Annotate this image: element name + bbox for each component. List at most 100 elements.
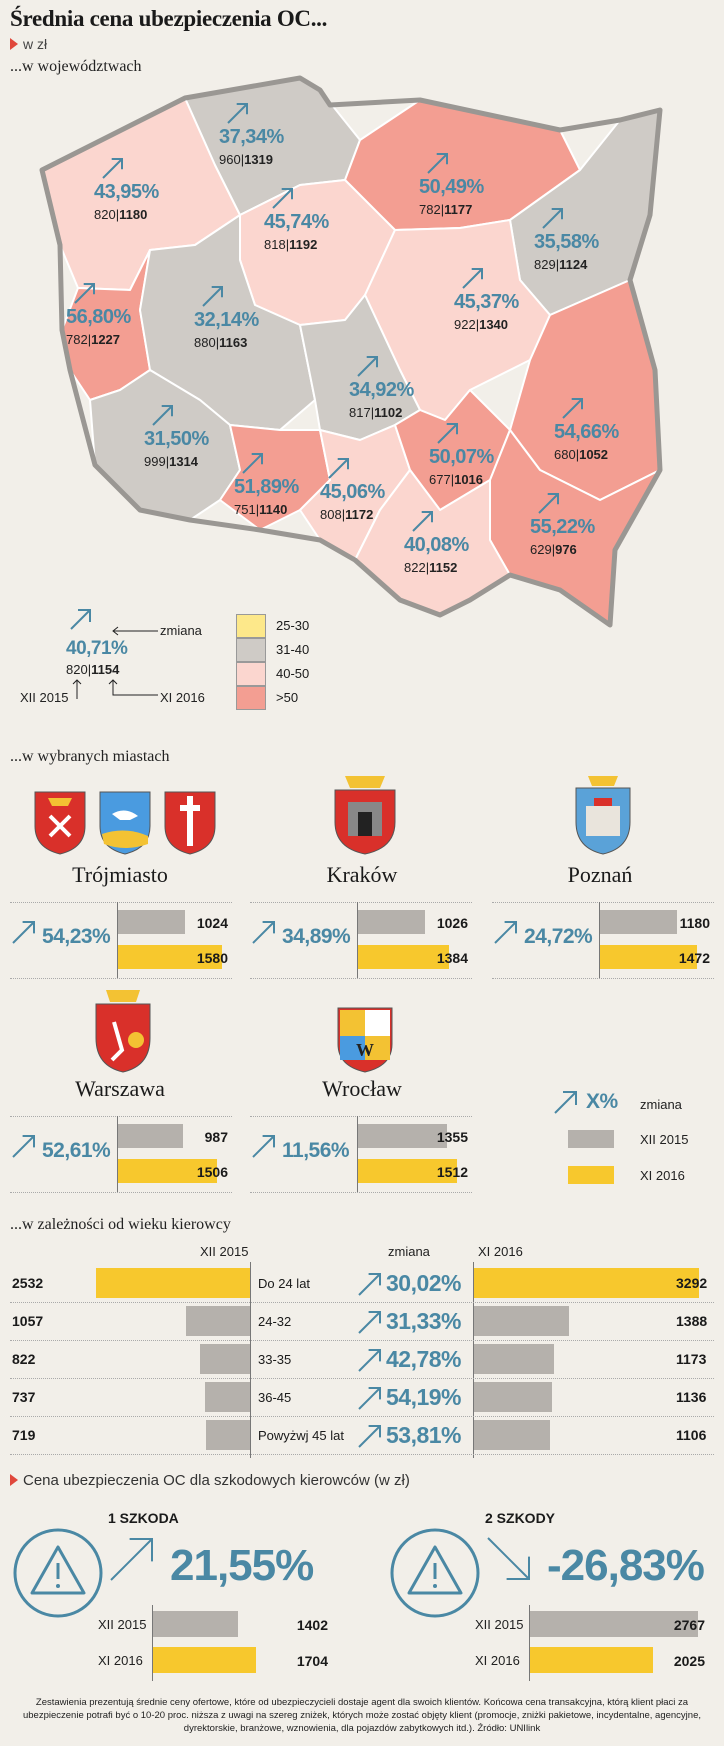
- age-axis-left: [250, 1262, 251, 1458]
- city-divider: [10, 1116, 232, 1117]
- region-v2016: 976: [555, 542, 577, 557]
- claims-bar: [530, 1647, 653, 1673]
- region-values: 829|1124: [534, 257, 588, 272]
- region-arrow-icon: [410, 508, 436, 539]
- triangle-marker-icon: [10, 38, 18, 50]
- legend-label-25-30: 25-30: [276, 618, 310, 633]
- claims-row-value: 1402: [296, 1617, 328, 1633]
- region-arrow-icon: [72, 280, 98, 311]
- region-v2016: 1163: [219, 335, 248, 350]
- claims-row-value: 1704: [296, 1653, 328, 1669]
- legend-yellow-swatch: [568, 1166, 614, 1184]
- region-v2016: 1180: [119, 207, 148, 222]
- age-bar-2015: [205, 1382, 250, 1412]
- region-v2016: 1140: [259, 502, 288, 517]
- age-header-left: XII 2015: [200, 1244, 249, 1259]
- region-v2015: 817: [349, 405, 371, 420]
- claims-row-label: XI 2016: [475, 1653, 520, 1668]
- region-arrow-icon: [100, 155, 126, 186]
- region-arrow-icon: [270, 185, 296, 216]
- wroclaw-coats-of-arms: W: [337, 1007, 393, 1073]
- age-arrow-icon: [356, 1308, 384, 1341]
- city-name: Poznań: [567, 862, 633, 887]
- city-bar-2015: [358, 910, 425, 934]
- city-pct: 52,61%: [42, 1139, 111, 1162]
- claims-pct: -26,83%: [547, 1541, 705, 1590]
- region-values: 629|976: [530, 542, 577, 557]
- region-values: 808|1172: [320, 507, 374, 522]
- region-pct: 56,80%: [66, 306, 131, 328]
- region-v2016: 1152: [429, 560, 458, 575]
- region-v2016: 1192: [289, 237, 318, 252]
- region-pct: 54,66%: [554, 421, 619, 443]
- age-bar-2016: [474, 1344, 554, 1374]
- region-arrow-icon: [560, 395, 586, 426]
- region-pct: 45,06%: [320, 481, 385, 503]
- city-axis: [117, 902, 118, 978]
- city-bar-2015: [358, 1124, 447, 1148]
- claims-axis: [152, 1605, 153, 1681]
- claims-row-label: XI 2016: [98, 1653, 143, 1668]
- age-bar-2015: [200, 1344, 250, 1374]
- region-arrow-icon: [150, 402, 176, 433]
- region-v2016: 1172: [345, 507, 374, 522]
- region-values: 751|1140: [234, 502, 288, 517]
- page-subtitle: w zł: [10, 36, 47, 52]
- claims-row-label: XII 2015: [98, 1617, 147, 1632]
- city-bar-2015: [118, 910, 185, 934]
- legend-swatch-31-40: [236, 638, 266, 662]
- region-arrow-icon: [240, 450, 266, 481]
- age-arrow-icon: [356, 1384, 384, 1417]
- region-arrow-icon: [536, 490, 562, 521]
- city-divider: [250, 1116, 472, 1117]
- region-arrow-icon: [355, 353, 381, 384]
- city-divider: [250, 978, 472, 979]
- legend-label-40-50: 40-50: [276, 666, 310, 681]
- subtitle-text: w zł: [23, 36, 48, 52]
- legend-example-v2015: 820: [66, 662, 88, 677]
- city-name: Warszawa: [75, 1076, 165, 1101]
- city-divider: [492, 902, 714, 903]
- region-v2015: 808: [320, 507, 342, 522]
- region-pct: 55,22%: [530, 516, 595, 538]
- region-v2015: 629: [530, 542, 552, 557]
- city-arrow-icon: [250, 1132, 278, 1165]
- age-pct: 30,02%: [386, 1270, 462, 1296]
- claims-row-value: 2025: [673, 1653, 705, 1669]
- region-v2016: 1124: [559, 257, 588, 272]
- age-row-divider: [10, 1302, 714, 1303]
- region-pct: 45,74%: [264, 211, 329, 233]
- region-values: 820|1180: [94, 207, 148, 222]
- city-value-2016: 1580: [196, 950, 228, 966]
- city-bar-2016: [118, 945, 222, 969]
- region-arrow-icon: [425, 150, 451, 181]
- city-value-2015: 1024: [196, 915, 228, 931]
- legend-2016-arrow-icon: [108, 679, 158, 696]
- age-pct: 31,33%: [386, 1308, 462, 1334]
- legend-grey-swatch: [568, 1130, 614, 1148]
- region-pct: 32,14%: [194, 309, 259, 331]
- city-bar-2015: [600, 910, 677, 934]
- region-v2016: 1314: [169, 454, 199, 469]
- age-bar-2016: [474, 1306, 569, 1336]
- age-row-divider: [10, 1454, 714, 1455]
- legend-label-gt50: >50: [276, 690, 299, 705]
- age-group-label: 33-35: [258, 1352, 292, 1367]
- age-bar-2015: [186, 1306, 250, 1336]
- region-pct: 50,07%: [429, 446, 494, 468]
- region-v2016: 1319: [244, 152, 274, 167]
- region-v2016: 1102: [374, 405, 403, 420]
- region-pct: 50,49%: [419, 176, 484, 198]
- claims-axis: [529, 1605, 530, 1681]
- city-divider: [10, 1192, 232, 1193]
- region-values: 880|1163: [194, 335, 248, 350]
- region-arrow-icon: [435, 420, 461, 451]
- region-values: 960|1319: [219, 152, 274, 167]
- city-bar-2016: [118, 1159, 217, 1183]
- region-arrow-icon: [200, 283, 226, 314]
- age-value-2015: 719: [12, 1427, 36, 1443]
- trojmiasto-coats-of-arms: [34, 791, 216, 855]
- region-v2016: 1177: [444, 202, 473, 217]
- region-v2015: 782: [66, 332, 88, 347]
- region-values: 822|1152: [404, 560, 458, 575]
